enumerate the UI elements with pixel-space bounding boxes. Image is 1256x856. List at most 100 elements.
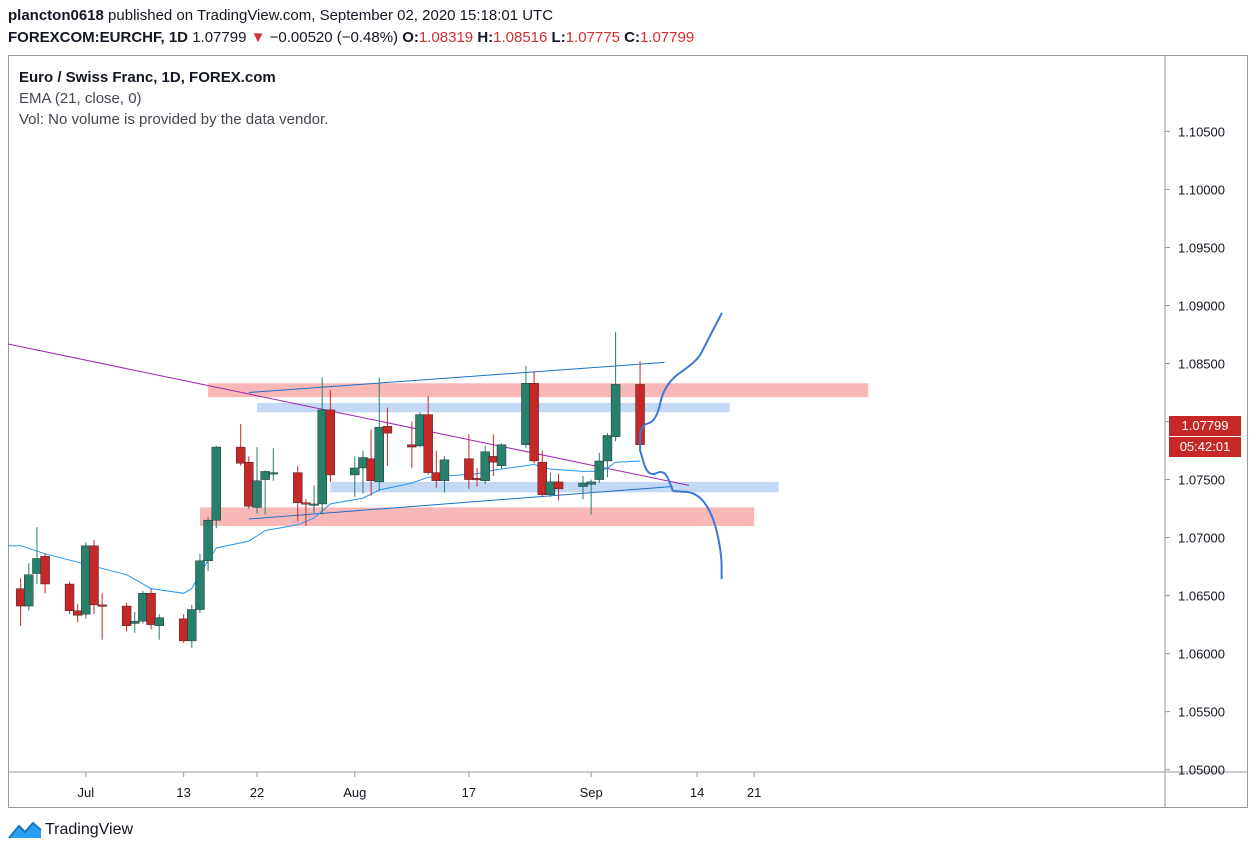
candle [464,434,474,489]
candle-body [235,446,246,464]
candle-body [488,456,499,463]
candle-body [553,481,564,490]
price-tick-label: 1.09500 [1178,240,1225,255]
candle-body [260,471,270,480]
candle [325,390,336,482]
brand-name: TradingView [45,821,134,838]
candle-body [545,481,556,495]
candle [545,472,556,497]
candle-body [146,593,156,625]
candle-body [317,409,327,505]
candle-body [72,610,83,616]
candle [350,456,360,497]
candle-body [40,555,50,585]
bearish-projection-path [639,449,723,580]
descending-trendline [7,343,690,486]
tradingview-brand[interactable]: TradingView [8,820,133,840]
candle [317,377,327,515]
price-tick-label: 1.09000 [1178,298,1225,313]
time-tick-label: 17 [462,785,476,800]
ema-line [8,460,641,594]
legend-vol: Vol: No volume is provided by the data v… [19,111,329,128]
candle-body [121,605,132,626]
candle-body [610,384,621,437]
candle [415,412,425,448]
candle-body [439,459,450,481]
candle-body [382,425,393,434]
candle-body [64,583,75,611]
time-tick-label: 13 [176,785,190,800]
low-label: L: [551,29,566,46]
close-label: C: [624,29,640,46]
candle-body [301,502,311,505]
price-tick-label: 1.10500 [1178,124,1225,139]
open-label: O: [402,29,419,46]
candle [480,445,490,485]
candle-body [496,444,507,466]
candle-body [366,458,376,481]
candle-body [578,482,588,487]
candle [195,553,205,614]
candle [252,447,262,514]
candle-body [480,451,490,481]
low-value: 1.07775 [565,29,620,46]
candle [81,542,91,619]
lines-layer [7,343,690,594]
change-value: −0.00520 (−0.48%) [269,29,399,46]
bullish-projection-path [639,312,723,452]
candle-body [529,383,539,462]
time-tick-label: Jul [78,785,95,800]
candle-body [89,545,99,606]
time-tick-label: 21 [747,785,761,800]
candle-body [431,472,441,481]
candle-body [374,427,384,483]
countdown-tag: 05:42:01 [1169,437,1241,457]
legend-ema[interactable]: EMA (21, close, 0) [19,90,142,107]
candle-body [178,618,189,642]
candle [32,527,42,585]
candle-body [602,435,613,462]
last-price: 1.07799 [192,29,247,46]
candle-body [130,620,140,624]
candle [268,448,278,481]
high-label: H: [477,29,494,46]
price-tick-label: 1.07500 [1178,473,1225,488]
chart-frame [8,55,1248,808]
candle [154,614,164,640]
legend-title: Euro / Swiss Franc, 1D, FOREX.com [19,69,276,86]
candle-body [203,519,213,561]
candle-body [97,604,107,607]
channel-upper-line [248,361,665,393]
candle [260,470,270,515]
time-tick-label: 14 [690,785,704,800]
candle-body [407,444,417,448]
candle-body [32,558,42,574]
candle [301,499,311,526]
high-value: 1.08516 [493,29,548,46]
candle-body [309,503,319,506]
price-tick-label: 1.06000 [1178,647,1225,662]
candle-body [268,472,278,475]
price-tick-label: 1.07000 [1178,531,1225,546]
support-zone [257,402,730,413]
candle-body [358,457,368,469]
candle-body [423,414,433,473]
candle-body [138,593,148,622]
price-tick-label: 1.05000 [1178,763,1225,778]
price-tick-label: 1.08500 [1178,357,1225,372]
candle-body [586,481,596,485]
chart-legend: Euro / Swiss Franc, 1D, FOREX.com EMA (2… [19,67,328,130]
candle [594,452,604,484]
candle-body [415,414,425,447]
author-name[interactable]: plancton0618 [8,7,104,24]
candle [293,465,303,522]
candle [15,578,26,626]
close-value: 1.07799 [639,29,695,46]
candle [211,445,221,529]
candle-body [464,458,474,480]
candle [374,377,384,492]
candles-layer [15,332,645,648]
candle-body [594,460,604,480]
candle-body [187,609,197,642]
